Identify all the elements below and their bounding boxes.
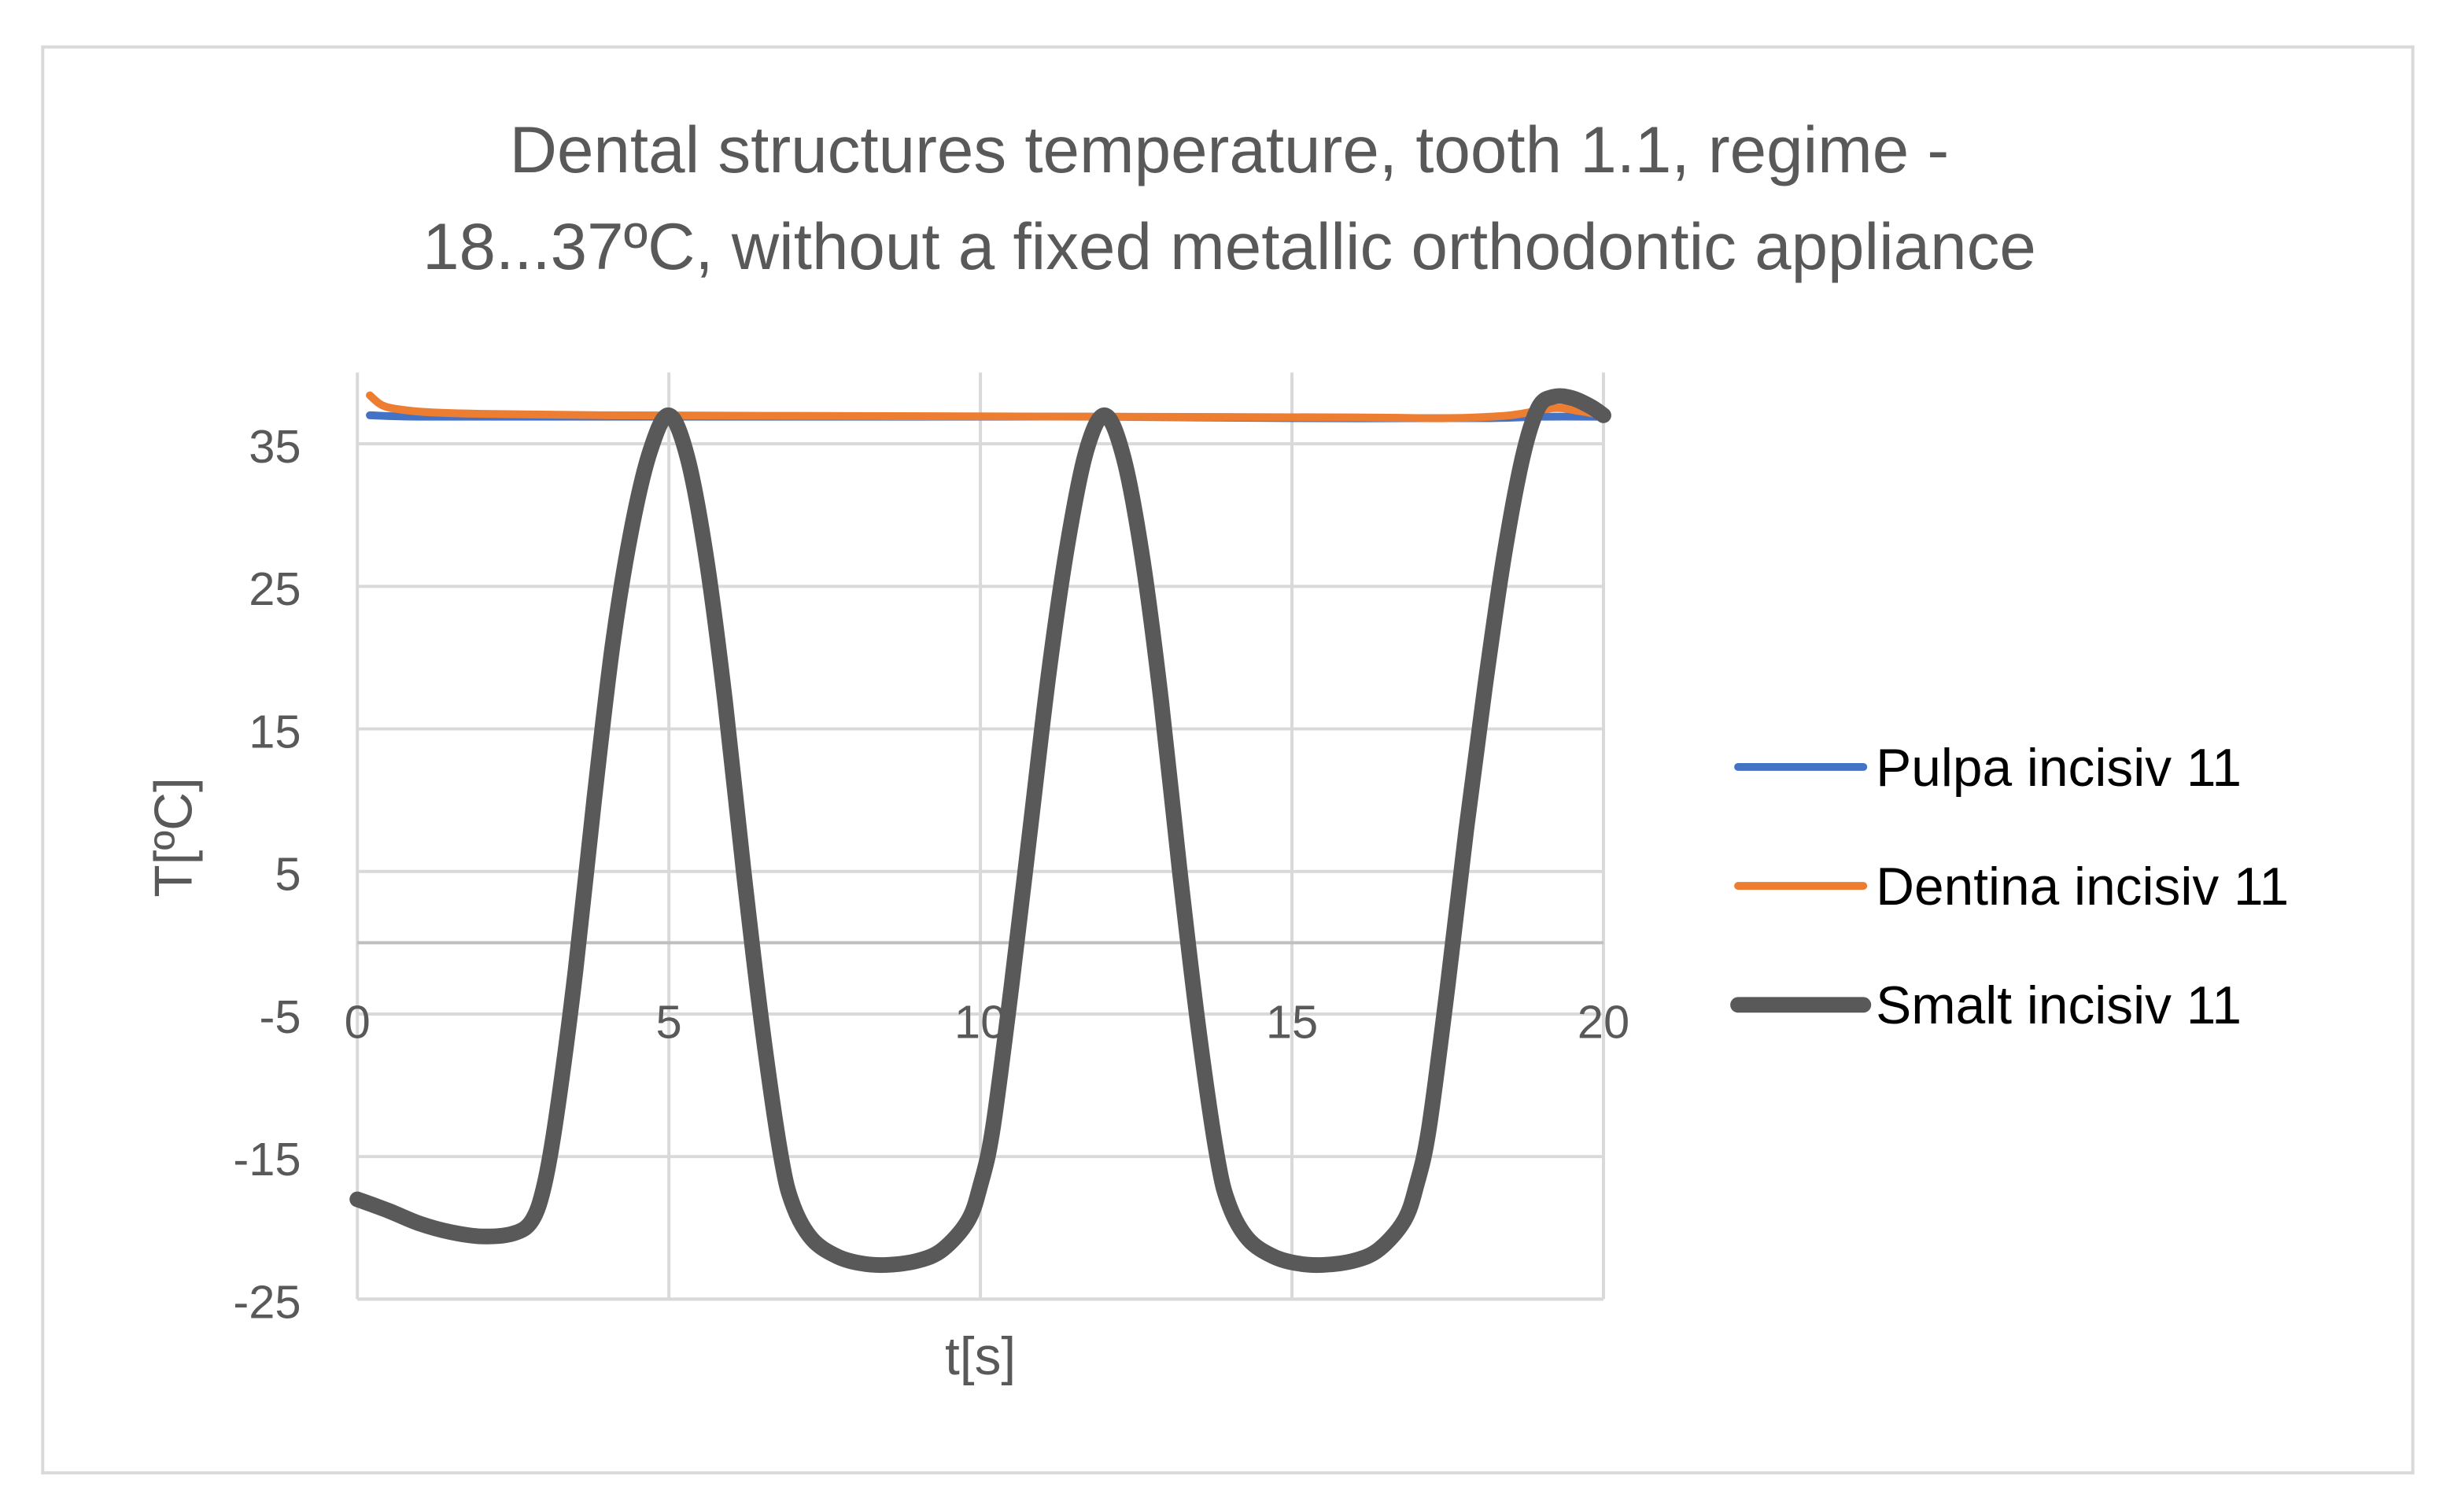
series-line-smalt <box>349 388 1611 1274</box>
y-tick-label: 5 <box>275 848 301 901</box>
y-tick-label: -5 <box>260 990 301 1043</box>
legend-label-dentina: Dentina incisiv 11 <box>1876 857 2289 916</box>
y-tick-label: 15 <box>249 705 301 758</box>
x-tick-label: 5 <box>656 996 682 1049</box>
y-axis-label: T[ºC] <box>144 777 203 897</box>
x-tick-label: 15 <box>1266 996 1318 1049</box>
legend-item-pulpa: Pulpa incisiv 11 <box>1734 739 2242 798</box>
x-axis-label: t[s] <box>945 1327 1016 1386</box>
y-tick-label: 25 <box>249 562 301 615</box>
legend: Pulpa incisiv 11 Dentina incisiv 11 Smal… <box>1730 739 2289 1035</box>
x-tick-label: 20 <box>1578 996 1629 1049</box>
y-tick-label: -25 <box>233 1275 301 1328</box>
legend-label-smalt: Smalt incisiv 11 <box>1876 976 2242 1035</box>
grid <box>356 372 1605 1301</box>
x-tick-label: 0 <box>345 996 371 1049</box>
series-line-dentina <box>366 391 1607 422</box>
series-lines <box>349 388 1611 1274</box>
legend-label-pulpa: Pulpa incisiv 11 <box>1876 739 2242 798</box>
legend-item-dentina: Dentina incisiv 11 <box>1734 857 2289 916</box>
chart-title-line-1: Dental structures temperature, tooth 1.1… <box>510 112 1950 186</box>
y-tick-label: 35 <box>249 420 301 473</box>
chart-title-line-2: 18...37ºC, without a fixed metallic orth… <box>423 209 2036 283</box>
legend-item-smalt: Smalt incisiv 11 <box>1730 976 2242 1035</box>
y-tick-label: -15 <box>233 1133 301 1186</box>
